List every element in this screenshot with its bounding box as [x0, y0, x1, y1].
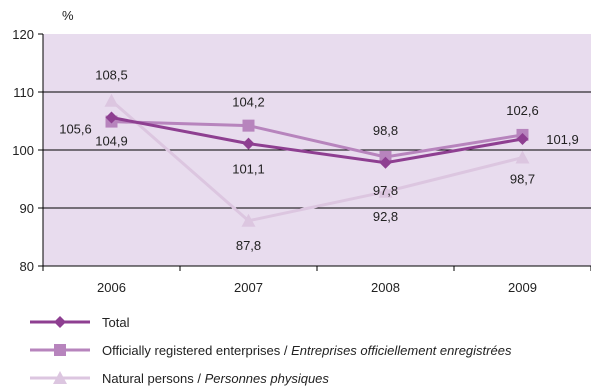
- series-lines: [104, 93, 530, 227]
- data-label: 104,9: [95, 134, 128, 149]
- data-point-marker: [54, 316, 66, 328]
- data-point-marker: [242, 119, 255, 132]
- legend-swatch-natural-persons: [30, 371, 90, 384]
- series-line: [110, 99, 523, 223]
- data-labels: 105,6 101,1 97,8 101,9 104,9 104,2 98,8 102,6 10…: [59, 68, 579, 253]
- data-label: 87,8: [236, 238, 261, 253]
- data-label: 98,7: [510, 172, 535, 187]
- data-label: 102,6: [506, 103, 539, 118]
- data-point-marker: [54, 344, 66, 356]
- x-tick-label: 2006: [97, 280, 126, 295]
- data-label: 105,6: [59, 122, 92, 137]
- legend-item-registered-enterprises: Officially registered enterprises / Entr…: [24, 336, 511, 364]
- x-tick-label: 2008: [371, 280, 400, 295]
- legend: Total Officially registered enterprises …: [24, 308, 511, 392]
- data-point-marker: [242, 137, 255, 150]
- legend-item-total: Total: [24, 308, 511, 336]
- legend-swatch-total: [30, 316, 90, 328]
- legend-item-natural-persons: Natural persons / Personnes physiques: [24, 364, 511, 392]
- data-point-marker: [515, 150, 530, 164]
- y-tick-label: 110: [13, 85, 34, 100]
- y-tick-label: 90: [20, 201, 34, 216]
- data-point-marker: [241, 213, 256, 227]
- data-point-marker: [104, 93, 119, 107]
- data-label: 101,9: [546, 132, 579, 147]
- legend-label-total: Total: [102, 314, 130, 330]
- series-line: [111, 116, 523, 165]
- data-label: 97,8: [373, 183, 398, 198]
- data-label: 101,1: [232, 162, 265, 177]
- y-tick-label: 100: [12, 143, 34, 158]
- y-axis-unit-label: %: [62, 8, 74, 23]
- legend-swatch-registered-enterprises: [30, 344, 90, 356]
- data-point-marker: [516, 132, 529, 145]
- data-point-marker: [378, 184, 393, 198]
- y-tick-label: 120: [12, 27, 34, 42]
- data-point-marker: [105, 111, 118, 124]
- gridlines: [38, 33, 591, 267]
- data-label: 108,5: [95, 68, 128, 83]
- data-point-marker: [53, 371, 67, 384]
- series-line: [111, 120, 523, 159]
- data-label: 98,8: [373, 123, 398, 138]
- x-tick-label: 2009: [508, 280, 537, 295]
- data-label: 92,8: [373, 209, 398, 224]
- y-tick-label: 80: [20, 259, 34, 274]
- x-tick-labels: 2006 2007 2008 2009: [97, 280, 537, 295]
- legend-label-registered-enterprises: Officially registered enterprises / Entr…: [102, 342, 512, 358]
- y-tick-labels: 80 90 100 110 120: [12, 27, 34, 274]
- axes: [42, 34, 591, 271]
- x-tick-label: 2007: [234, 280, 263, 295]
- data-label: 104,2: [232, 95, 265, 110]
- data-point-marker: [379, 156, 392, 169]
- legend-label-natural-persons: Natural persons / Personnes physiques: [102, 370, 329, 386]
